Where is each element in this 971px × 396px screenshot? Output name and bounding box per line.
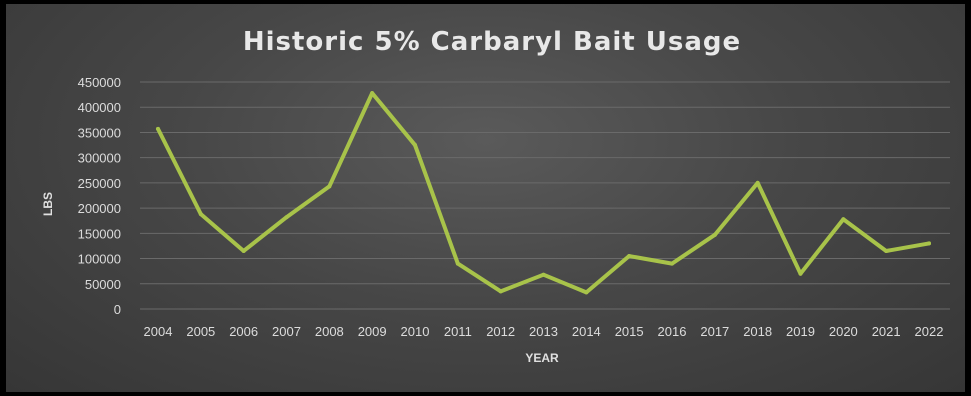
x-tick-label: 2007 <box>272 324 301 339</box>
y-tick-label: 150000 <box>78 226 121 241</box>
x-tick-label: 2020 <box>829 324 858 339</box>
x-tick-label: 2004 <box>144 324 173 339</box>
x-tick-label: 2021 <box>872 324 901 339</box>
x-tick-label: 2018 <box>743 324 772 339</box>
data-point <box>755 180 760 185</box>
x-tick-label: 2012 <box>486 324 515 339</box>
x-tick-label: 2014 <box>572 324 601 339</box>
data-point <box>327 184 332 189</box>
x-tick-label: 2005 <box>186 324 215 339</box>
x-tick-label: 2019 <box>786 324 815 339</box>
data-point <box>627 254 632 259</box>
data-point <box>455 261 460 266</box>
series-line-0 <box>156 91 931 295</box>
y-tick-label: 400000 <box>78 100 121 115</box>
y-axis-title: LBS <box>41 192 55 216</box>
x-tick-label: 2015 <box>615 324 644 339</box>
chart-title: Historic 5% Carbaryl Bait Usage <box>243 27 741 57</box>
data-point <box>241 248 246 253</box>
data-point <box>413 143 417 148</box>
y-tick-label: 300000 <box>78 151 121 166</box>
y-tick-label: 250000 <box>78 176 121 191</box>
data-point <box>884 248 889 253</box>
x-tick-label: 2022 <box>915 324 944 339</box>
y-tick-label: 50000 <box>85 277 121 292</box>
gridlines <box>140 81 950 310</box>
y-tick-label: 350000 <box>78 125 121 140</box>
data-point <box>798 271 803 276</box>
data-point <box>198 212 203 217</box>
x-tick-label: 2013 <box>529 324 558 339</box>
y-tick-label: 450000 <box>78 75 121 90</box>
y-tick-label: 0 <box>114 302 121 317</box>
data-point <box>841 217 846 222</box>
data-point <box>156 126 160 131</box>
data-point <box>712 232 717 237</box>
y-axis-ticks: 0 50000 100000 150000 200000 250000 300000 3500… <box>78 75 121 317</box>
data-point <box>670 261 674 266</box>
chart-panel <box>6 4 965 392</box>
x-tick-label: 2011 <box>444 324 472 339</box>
x-tick-label: 2010 <box>401 324 430 339</box>
x-tick-label: 2016 <box>658 324 687 339</box>
data-point <box>927 241 931 246</box>
data-point <box>541 272 546 277</box>
series-layer <box>156 91 931 295</box>
data-point <box>370 91 375 96</box>
x-tick-label: 2006 <box>229 324 258 339</box>
y-tick-label: 100000 <box>78 252 121 267</box>
x-axis-title: YEAR <box>525 351 559 365</box>
x-tick-label: 2009 <box>358 324 387 339</box>
data-point <box>498 289 503 294</box>
y-tick-label: 200000 <box>78 201 121 216</box>
x-tick-label: 2017 <box>700 324 729 339</box>
x-tick-label: 2008 <box>315 324 344 339</box>
data-point <box>584 290 589 295</box>
x-axis-ticks: 2004 2005 2006 2007 2008 2009 2010 2011 2012 2013… <box>144 324 944 339</box>
data-point <box>284 215 289 220</box>
